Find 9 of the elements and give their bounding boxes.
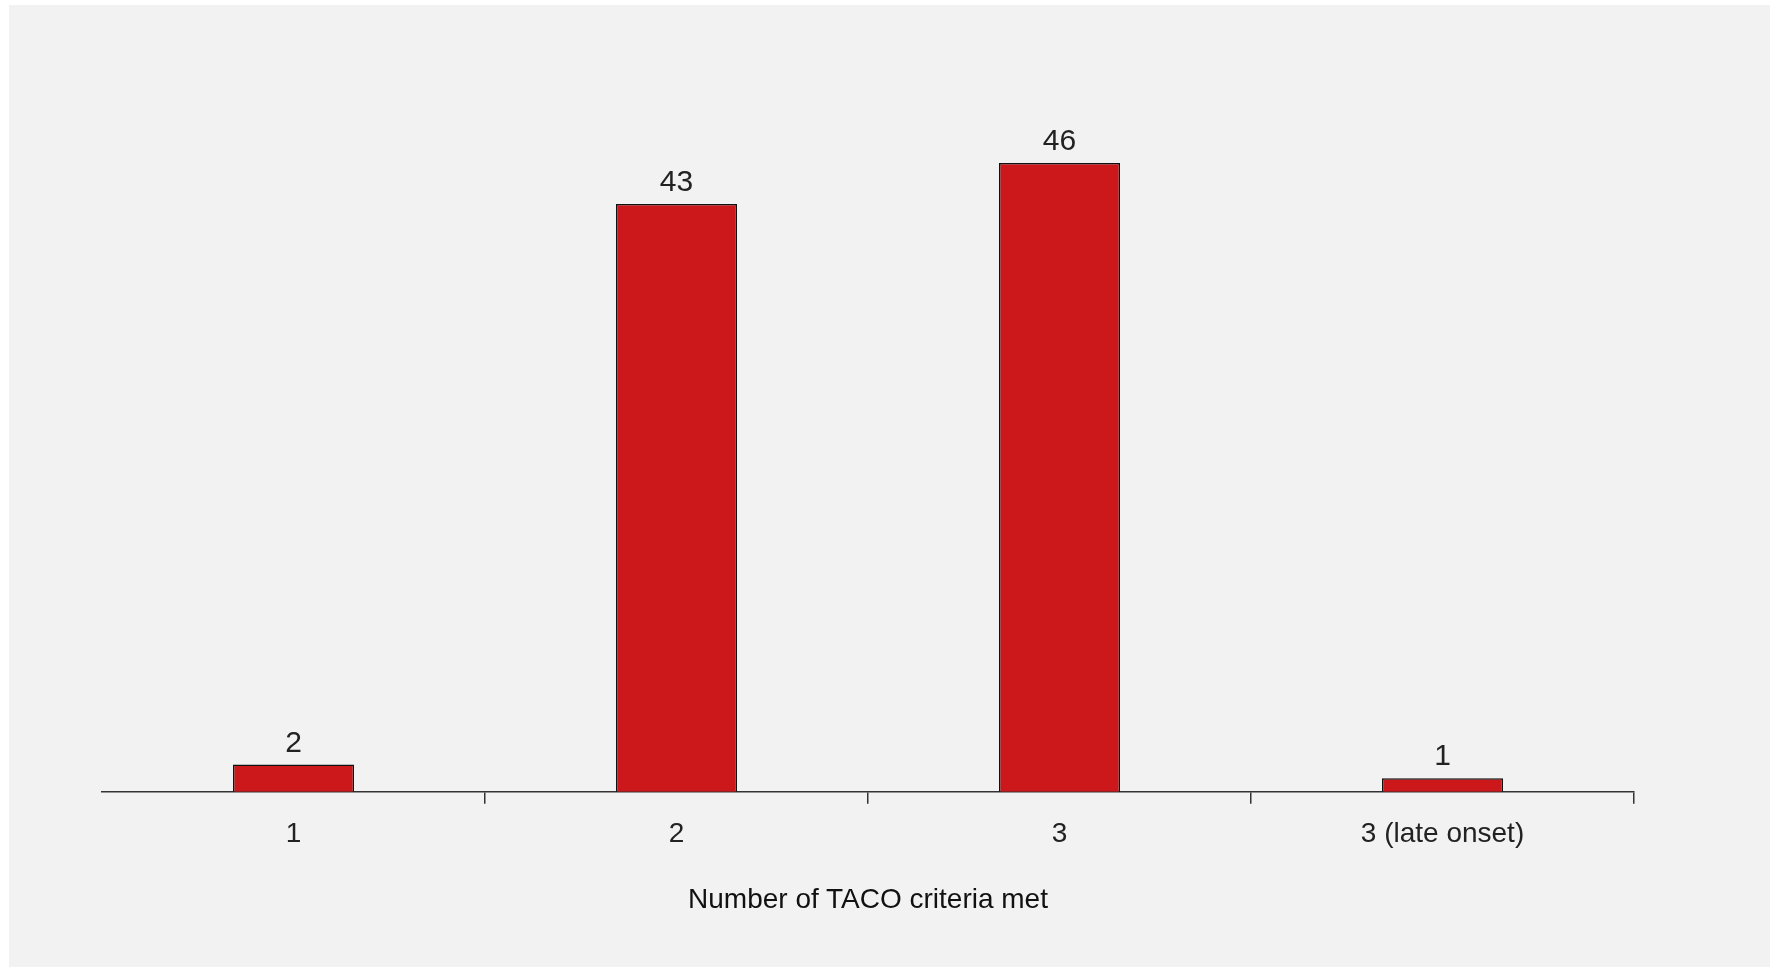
- data-label: 43: [659, 164, 694, 198]
- x-axis-title: Number of TACO criteria met: [688, 882, 1049, 914]
- x-tick-label: 2: [668, 817, 685, 849]
- data-label: 46: [1042, 123, 1077, 157]
- data-label: 1: [1434, 738, 1451, 772]
- x-tick-label: 1: [285, 817, 302, 849]
- x-tick-label: 3 (late onset): [1360, 817, 1525, 849]
- data-label: 2: [285, 724, 302, 758]
- x-tick-label: 3: [1051, 817, 1068, 849]
